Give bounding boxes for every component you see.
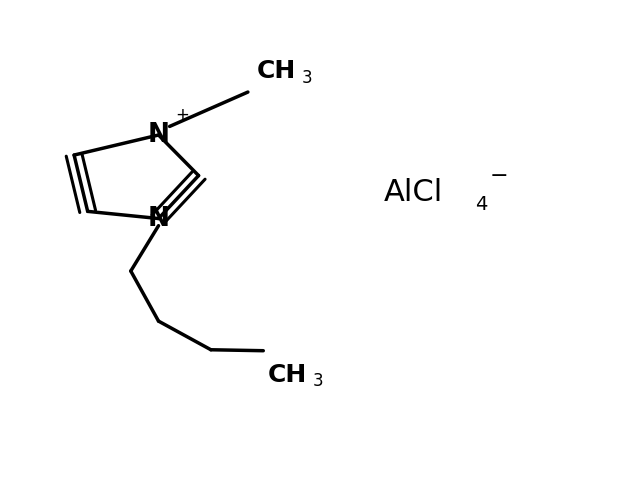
Text: CH: CH — [268, 363, 308, 387]
Text: −: − — [490, 166, 508, 186]
Text: CH: CH — [257, 59, 297, 83]
Text: 3: 3 — [313, 372, 323, 390]
Text: 4: 4 — [475, 195, 487, 214]
Text: AlCl: AlCl — [383, 178, 443, 207]
Text: N: N — [147, 122, 170, 148]
Text: +: + — [175, 106, 189, 124]
Text: 3: 3 — [301, 69, 312, 87]
Text: N: N — [147, 205, 170, 231]
